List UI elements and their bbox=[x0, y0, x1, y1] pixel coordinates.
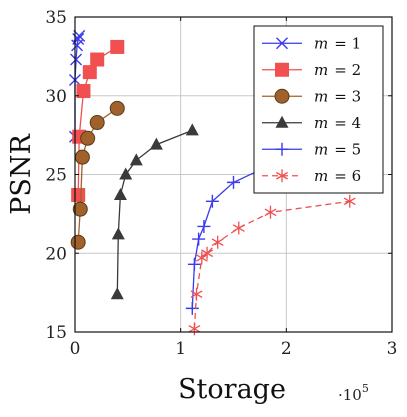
legend-value: = 5 bbox=[334, 140, 361, 158]
series-3 bbox=[70, 100, 125, 250]
legend-entry: m = 5 bbox=[262, 140, 361, 158]
triangle-marker bbox=[119, 167, 133, 180]
series-4 bbox=[110, 123, 199, 300]
axis-ticks: 0 1 2 3 15 20 25 30 35 bbox=[45, 8, 397, 359]
triangle-marker bbox=[111, 227, 125, 240]
legend-value: = 4 bbox=[334, 114, 361, 132]
plus-marker bbox=[205, 194, 219, 208]
asterisk-marker bbox=[201, 246, 214, 260]
legend-value: = 3 bbox=[334, 87, 361, 105]
square-marker bbox=[71, 187, 86, 202]
plus-marker bbox=[185, 301, 199, 315]
y-tick-label: 20 bbox=[45, 244, 67, 264]
asterisk-marker bbox=[195, 251, 208, 265]
y-tick-label: 30 bbox=[45, 87, 67, 107]
legend-label: m = 6 bbox=[314, 167, 361, 185]
legend-label: m = 2 bbox=[314, 61, 361, 79]
y-tick-label: 35 bbox=[45, 8, 67, 28]
y-tick-label: 25 bbox=[45, 166, 67, 186]
legend-label: m = 5 bbox=[314, 140, 361, 158]
plus-marker bbox=[187, 257, 201, 271]
legend-entry: m = 4 bbox=[262, 114, 361, 132]
asterisk-marker bbox=[190, 287, 203, 301]
legend-label: m = 1 bbox=[314, 34, 361, 52]
x-axis-title: Storage bbox=[178, 374, 286, 405]
asterisk-marker bbox=[211, 235, 224, 249]
circle-marker bbox=[109, 100, 125, 116]
x-marker bbox=[276, 37, 288, 50]
plus-marker bbox=[275, 142, 289, 156]
legend-variable: m bbox=[314, 61, 328, 79]
square-marker bbox=[90, 52, 105, 67]
triangle-marker bbox=[129, 153, 143, 166]
series-line bbox=[193, 200, 350, 329]
triangle-marker bbox=[110, 287, 124, 300]
legend-variable: m bbox=[314, 140, 328, 158]
plus-marker bbox=[197, 219, 211, 233]
x-tick-label: 1 bbox=[175, 339, 186, 359]
legend-variable: m bbox=[314, 167, 328, 185]
x-tick-label: 3 bbox=[387, 339, 398, 359]
square-marker bbox=[76, 84, 91, 99]
legend-value: = 6 bbox=[334, 167, 361, 185]
legend-entry: m = 6 bbox=[262, 167, 361, 185]
legend-value: = 1 bbox=[334, 34, 361, 52]
y-tick-label: 15 bbox=[45, 323, 67, 343]
x-scale-exponent: 5 bbox=[362, 382, 369, 395]
legend-value: = 2 bbox=[334, 61, 361, 79]
triangle-marker bbox=[113, 187, 127, 200]
legend-entry: m = 2 bbox=[262, 61, 361, 79]
legend-entry: m = 3 bbox=[262, 87, 361, 105]
asterisk-marker bbox=[188, 322, 201, 336]
y-axis-title: PSNR bbox=[6, 134, 37, 215]
circle-marker bbox=[80, 130, 96, 146]
circle-marker bbox=[89, 115, 105, 131]
circle-marker bbox=[72, 201, 88, 217]
square-marker bbox=[110, 39, 125, 54]
plus-marker bbox=[192, 232, 206, 246]
circle-marker bbox=[74, 149, 90, 165]
plus-marker bbox=[227, 175, 240, 189]
x-scale-label: ·105 bbox=[338, 382, 369, 404]
legend-variable: m bbox=[314, 87, 328, 105]
asterisk-marker bbox=[232, 221, 245, 235]
x-scale-base: ·10 bbox=[338, 386, 362, 404]
asterisk-marker bbox=[276, 169, 288, 183]
legend-variable: m bbox=[314, 114, 328, 132]
triangle-marker bbox=[185, 123, 199, 136]
square-marker bbox=[275, 62, 289, 77]
legend: m = 1 m = 2 m = 3 m = 4 m = 5 m = 6 bbox=[253, 25, 384, 194]
triangle-marker bbox=[149, 137, 163, 150]
x-tick-label: 2 bbox=[281, 339, 292, 359]
triangle-marker bbox=[275, 115, 289, 128]
circle-marker bbox=[70, 234, 86, 250]
legend-box bbox=[253, 25, 384, 194]
x-marker bbox=[70, 53, 83, 66]
legend-entry: m = 1 bbox=[262, 34, 361, 52]
legend-label: m = 4 bbox=[314, 114, 361, 132]
asterisk-marker bbox=[343, 194, 356, 208]
legend-label: m = 3 bbox=[314, 87, 361, 105]
square-marker bbox=[82, 65, 97, 80]
asterisk-marker bbox=[264, 205, 277, 219]
x-tick-label: 0 bbox=[70, 339, 81, 359]
series-6 bbox=[188, 194, 356, 336]
legend-variable: m bbox=[314, 34, 328, 52]
circle-marker bbox=[274, 88, 290, 104]
